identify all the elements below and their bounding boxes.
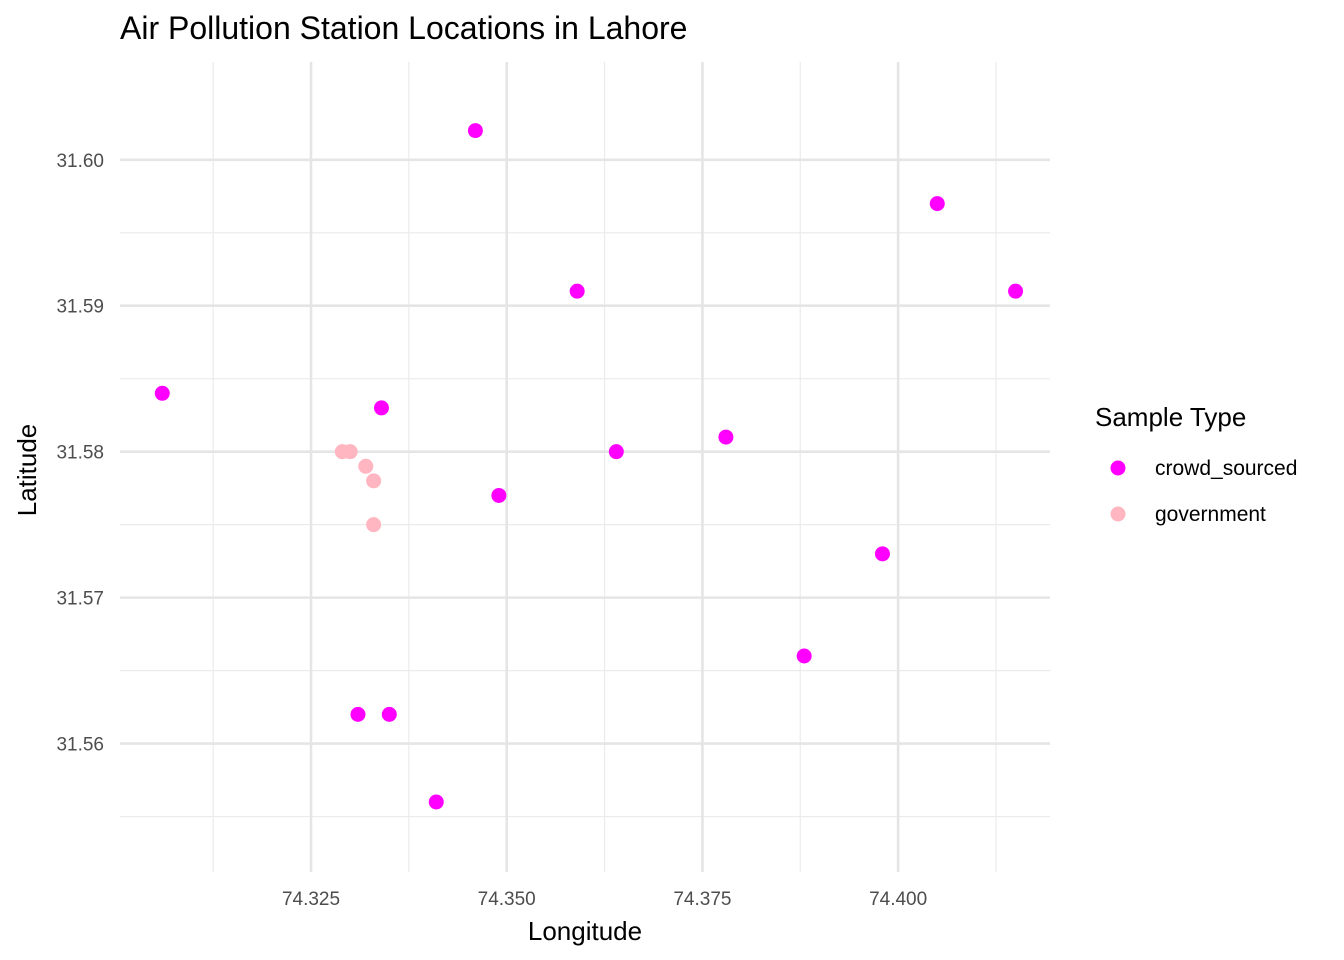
data-point-government bbox=[342, 444, 358, 460]
data-point-crowd_sourced bbox=[796, 648, 812, 664]
y-tick-label: 31.56 bbox=[56, 735, 104, 756]
data-point-crowd_sourced bbox=[929, 196, 945, 212]
data-point-crowd_sourced bbox=[569, 283, 585, 299]
legend-title: Sample Type bbox=[1095, 402, 1246, 432]
data-point-crowd_sourced bbox=[428, 794, 444, 810]
legend-key-crowd_sourced bbox=[1110, 460, 1126, 476]
data-point-government bbox=[366, 473, 382, 489]
data-point-crowd_sourced bbox=[874, 546, 890, 562]
data-point-crowd_sourced bbox=[491, 487, 507, 503]
y-tick-label: 31.60 bbox=[56, 151, 104, 172]
y-axis-title: Latitude bbox=[12, 424, 42, 517]
data-point-government bbox=[366, 517, 382, 533]
data-point-crowd_sourced bbox=[608, 444, 624, 460]
x-tick-label: 74.350 bbox=[478, 889, 536, 910]
legend-label-crowd_sourced: crowd_sourced bbox=[1155, 457, 1297, 480]
data-point-crowd_sourced bbox=[373, 400, 389, 416]
data-point-crowd_sourced bbox=[467, 123, 483, 139]
y-tick-label: 31.59 bbox=[56, 297, 104, 318]
legend-label-government: government bbox=[1155, 503, 1266, 526]
y-tick-label: 31.57 bbox=[56, 589, 104, 610]
x-tick-label: 74.400 bbox=[869, 889, 927, 910]
legend: Sample Type crowd_sourced government bbox=[1095, 402, 1297, 526]
data-point-crowd_sourced bbox=[718, 429, 734, 445]
data-points bbox=[154, 123, 1024, 810]
data-point-crowd_sourced bbox=[381, 706, 397, 722]
tick-labels: 74.325 74.350 74.375 74.400 31.56 31.57 31.58 3… bbox=[56, 151, 927, 910]
legend-key-government bbox=[1110, 506, 1126, 522]
data-point-government bbox=[358, 458, 374, 474]
x-axis-title: Longitude bbox=[528, 916, 642, 946]
data-point-crowd_sourced bbox=[350, 706, 366, 722]
chart-title: Air Pollution Station Locations in Lahor… bbox=[120, 10, 687, 46]
x-tick-label: 74.375 bbox=[673, 889, 731, 910]
x-tick-label: 74.325 bbox=[282, 889, 340, 910]
data-point-crowd_sourced bbox=[1008, 283, 1024, 299]
data-point-crowd_sourced bbox=[154, 385, 170, 401]
grid bbox=[120, 62, 1050, 872]
y-tick-label: 31.58 bbox=[56, 443, 104, 464]
